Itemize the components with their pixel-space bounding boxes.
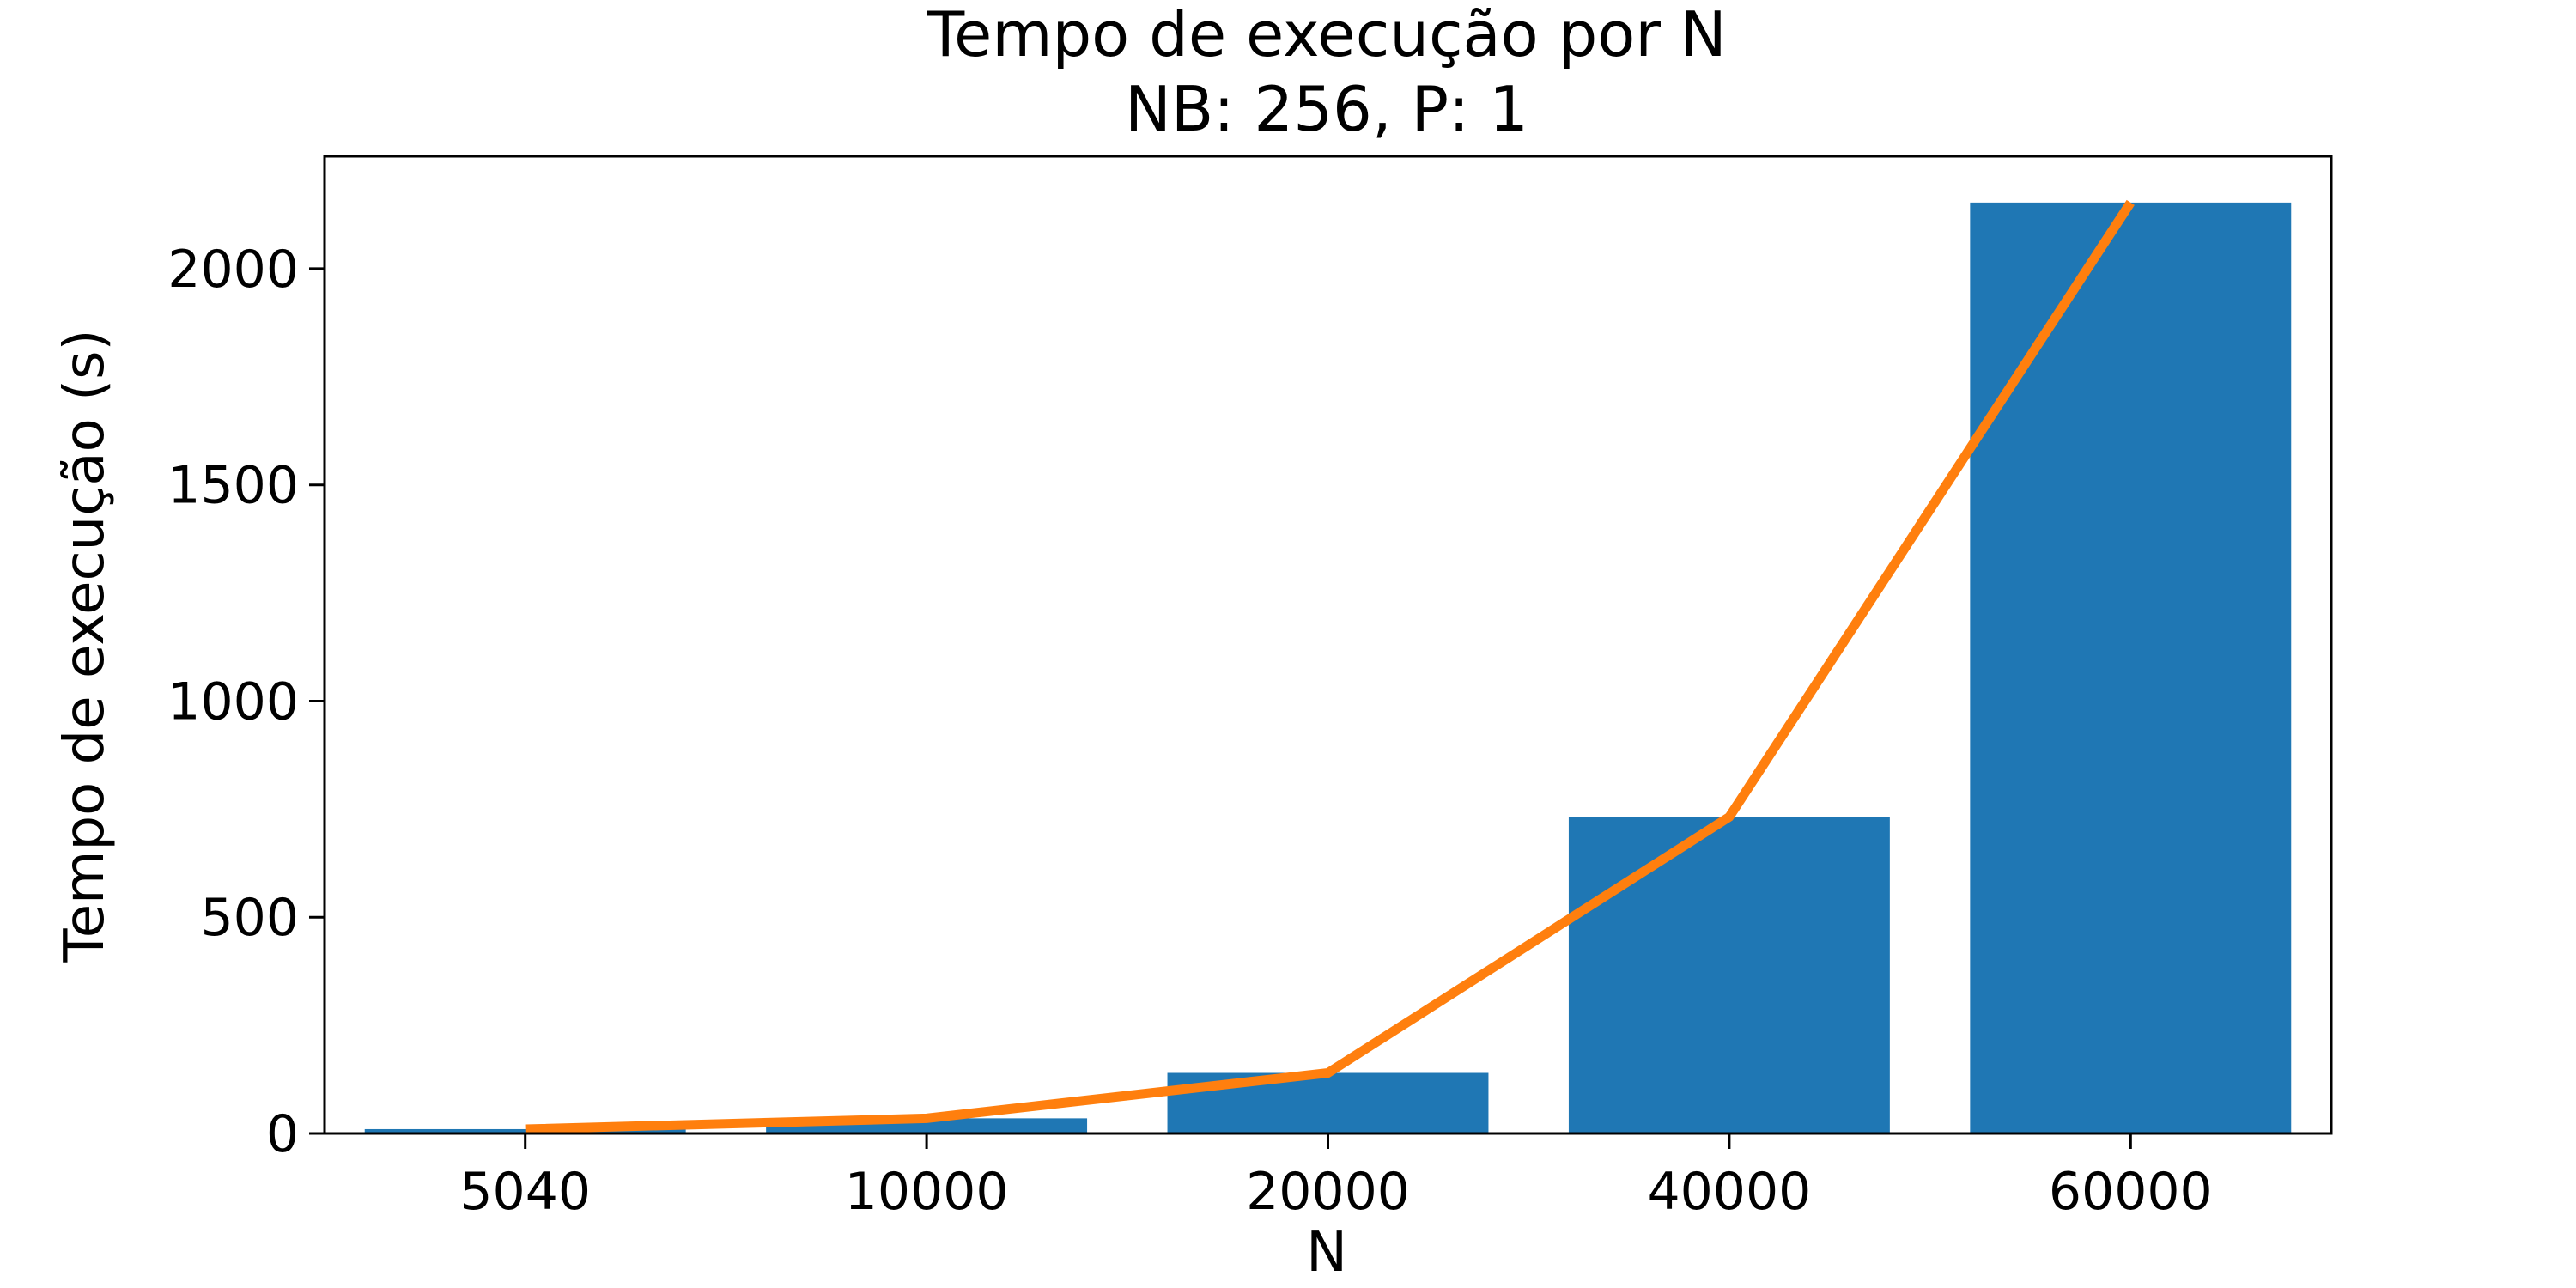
x-axis-label: N bbox=[1306, 1221, 1347, 1285]
bar-5040 bbox=[364, 1128, 686, 1133]
y-tick-label: 1000 bbox=[167, 671, 299, 732]
series-line bbox=[525, 199, 2135, 1134]
y-tick-label: 2000 bbox=[167, 240, 299, 300]
y-tick-label: 1500 bbox=[167, 456, 299, 516]
chart-subtitle: NB: 256, P: 1 bbox=[1125, 73, 1528, 145]
chart-title: Tempo de execução por N bbox=[926, 0, 1726, 70]
bars-group bbox=[364, 202, 2292, 1133]
x-tick-label: 10000 bbox=[845, 1162, 1009, 1222]
bar-60000 bbox=[1970, 202, 2292, 1133]
line-group bbox=[525, 199, 2135, 1134]
y-tick-label: 500 bbox=[200, 888, 299, 948]
x-tick-label: 20000 bbox=[1246, 1162, 1410, 1222]
x-axis: 5040 10000 20000 40000 60000 bbox=[459, 1133, 2213, 1222]
y-tick-label: 0 bbox=[266, 1104, 299, 1164]
y-axis-label: Tempo de execução (s) bbox=[53, 330, 117, 963]
bar-40000 bbox=[1568, 817, 1890, 1133]
y-axis: 0 500 1000 1500 2000 bbox=[167, 240, 325, 1164]
x-tick-label: 40000 bbox=[1647, 1162, 1811, 1222]
x-tick-label: 5040 bbox=[459, 1162, 591, 1222]
x-tick-label: 60000 bbox=[2049, 1162, 2213, 1222]
